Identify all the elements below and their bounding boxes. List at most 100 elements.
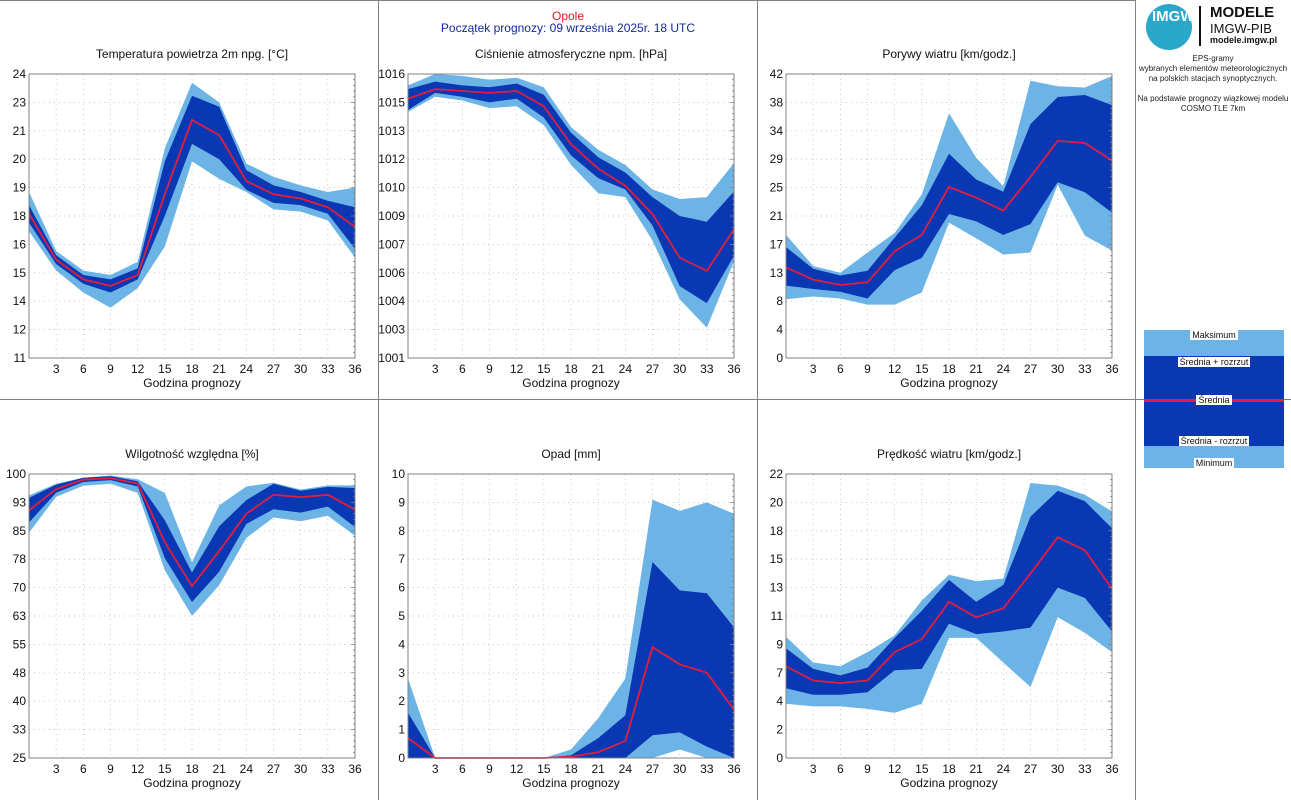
x-tick-label: 18	[185, 762, 199, 776]
y-tick-label: 18	[13, 209, 27, 223]
y-tick-label: 9	[398, 495, 405, 509]
y-tick-label: 0	[398, 751, 405, 765]
y-tick-label: 1006	[378, 266, 405, 280]
y-tick-label: 13	[770, 581, 784, 595]
y-tick-label: 20	[13, 152, 27, 166]
y-tick-label: 1004	[378, 294, 405, 308]
y-tick-label: 1	[398, 723, 405, 737]
chart-panel-1: Temperatura powietrza 2m npg. [°C] 11 12 14…	[13, 47, 362, 390]
band-spread	[29, 95, 355, 293]
y-tick-label: 63	[13, 609, 27, 623]
x-tick-label: 24	[619, 762, 633, 776]
x-tick-label: 21	[969, 362, 983, 376]
chart-title: Prędkość wiatru [km/godz.]	[877, 447, 1021, 461]
x-tick-label: 6	[837, 362, 844, 376]
y-tick-label: 8	[776, 294, 783, 308]
x-tick-label: 18	[942, 362, 956, 376]
y-tick-label: 19	[13, 181, 27, 195]
legend-upper-label: Średnia + rozrzut	[1177, 357, 1251, 367]
x-tick-label: 3	[432, 762, 439, 776]
desc-line5: COSMO TLE 7km	[1180, 104, 1246, 113]
band-spread	[786, 95, 1112, 299]
x-tick-label: 3	[53, 362, 60, 376]
legend-max-label: Maksimum	[1190, 330, 1238, 340]
y-tick-label: 4	[398, 637, 405, 651]
chart-title: Wilgotność względna [%]	[125, 447, 258, 461]
x-tick-label: 33	[700, 362, 714, 376]
x-tick-label: 30	[294, 762, 308, 776]
x-tick-label: 36	[727, 762, 741, 776]
y-tick-label: 38	[770, 95, 784, 109]
x-axis-label: Godzina prognozy	[900, 376, 997, 390]
x-tick-label: 33	[1078, 762, 1092, 776]
chart-panel-6: Prędkość wiatru [km/godz.]02479111315182…	[770, 447, 1119, 790]
desc-line3: na polskich stacjach synoptycznych.	[1148, 74, 1278, 83]
y-tick-label: 33	[13, 723, 27, 737]
y-tick-label: 100	[6, 467, 26, 481]
band-spread	[408, 81, 734, 304]
x-tick-label: 18	[564, 762, 578, 776]
desc-line4: Na podstawie prognozy wiązkowej modelu	[1137, 94, 1289, 103]
y-tick-label: 3	[398, 666, 405, 680]
y-tick-label: 42	[770, 67, 784, 81]
band-spread	[29, 476, 355, 602]
legend-lower-label: Średnia - rozrzut	[1178, 436, 1250, 446]
legend-min-label: Minimum	[1193, 458, 1235, 468]
y-tick-label: 4	[776, 323, 783, 337]
imgw-logo-mark: IMGW	[1146, 4, 1192, 50]
y-tick-label: 93	[13, 495, 27, 509]
x-tick-label: 9	[486, 362, 493, 376]
y-tick-label: 25	[13, 751, 27, 765]
y-tick-label: 17	[770, 237, 784, 251]
y-tick-label: 24	[13, 67, 27, 81]
x-tick-label: 36	[727, 362, 741, 376]
x-tick-label: 30	[1051, 762, 1065, 776]
y-tick-label: 21	[13, 124, 27, 138]
y-tick-label: 7	[398, 552, 405, 566]
y-tick-label: 4	[776, 694, 783, 708]
x-tick-label: 30	[673, 762, 687, 776]
x-tick-label: 6	[80, 362, 87, 376]
legend-mean-label: Średnia	[1196, 395, 1232, 405]
x-tick-label: 27	[1024, 762, 1038, 776]
y-tick-label: 34	[770, 124, 784, 138]
x-tick-label: 24	[997, 362, 1011, 376]
y-tick-label: 48	[13, 666, 27, 680]
x-tick-label: 9	[864, 362, 871, 376]
x-tick-label: 12	[131, 762, 145, 776]
x-tick-label: 3	[432, 362, 439, 376]
y-tick-label: 1010	[378, 181, 405, 195]
y-tick-label: 21	[770, 209, 784, 223]
y-tick-label: 6	[398, 581, 405, 595]
x-tick-label: 33	[700, 762, 714, 776]
y-tick-label: 0	[776, 751, 783, 765]
x-tick-label: 36	[348, 362, 362, 376]
x-tick-label: 9	[486, 762, 493, 776]
y-tick-label: 1007	[378, 237, 405, 251]
y-tick-label: 10	[392, 467, 406, 481]
chart-panel-4: Wilgotność względna [%]25334048556370788…	[6, 447, 362, 790]
x-tick-label: 24	[619, 362, 633, 376]
y-tick-label: 11	[771, 609, 784, 623]
y-tick-label: 1015	[378, 95, 405, 109]
chart-title: Ciśnienie atmosferyczne npm. [hPa]	[475, 47, 667, 61]
x-tick-label: 6	[837, 762, 844, 776]
desc-line1: EPS-gramy	[1192, 54, 1234, 63]
x-tick-label: 21	[591, 362, 605, 376]
y-tick-label: 9	[776, 637, 783, 651]
y-tick-label: 22	[770, 467, 784, 481]
y-tick-label: 16	[13, 237, 27, 251]
x-axis-label: Godzina prognozy	[522, 376, 619, 390]
x-tick-label: 24	[997, 762, 1011, 776]
y-tick-label: 78	[13, 552, 27, 566]
chart-title: Porywy wiatru [km/godz.]	[882, 47, 1015, 61]
x-axis-label: Godzina prognozy	[143, 776, 240, 790]
x-tick-label: 15	[158, 362, 172, 376]
x-tick-label: 18	[185, 362, 199, 376]
imgw-logo: IMGW MODELE IMGW-PIB modele.imgw.pl	[1146, 2, 1286, 50]
band-min-max	[29, 475, 355, 616]
y-tick-label: 15	[770, 552, 784, 566]
x-tick-label: 9	[107, 762, 114, 776]
logo-divider	[1199, 6, 1201, 46]
